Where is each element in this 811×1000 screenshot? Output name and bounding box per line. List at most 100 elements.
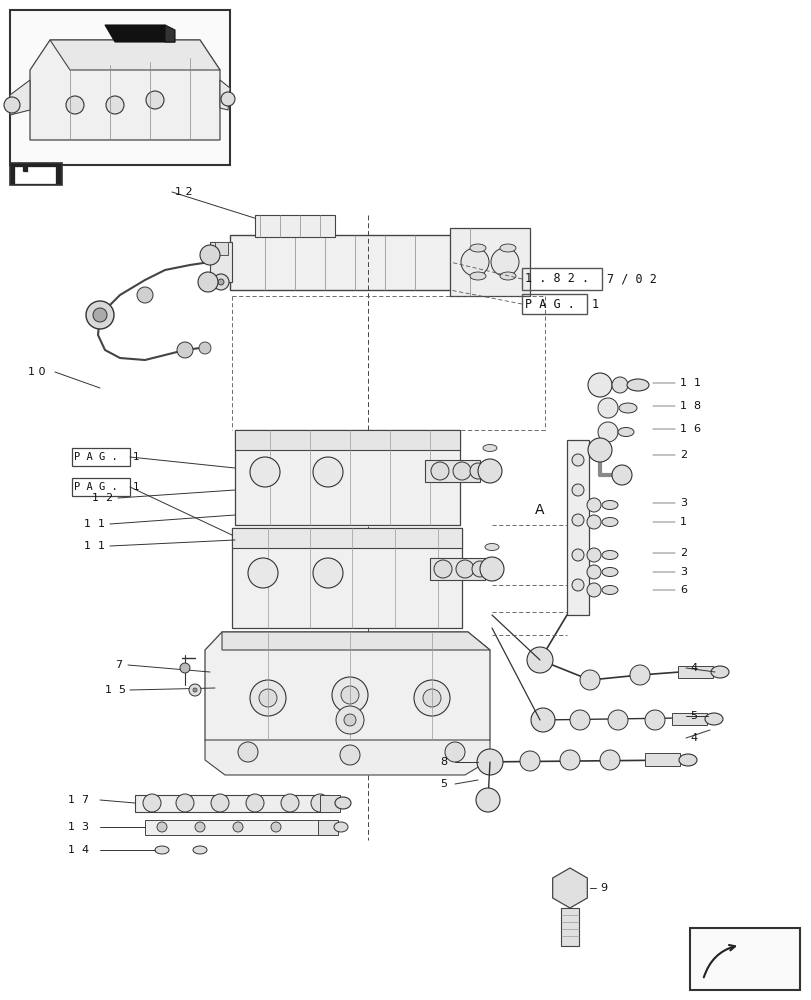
Text: 6: 6 <box>679 585 686 595</box>
Polygon shape <box>234 430 460 450</box>
Polygon shape <box>204 740 489 775</box>
Circle shape <box>414 680 449 716</box>
Ellipse shape <box>678 754 696 766</box>
Circle shape <box>137 287 152 303</box>
Circle shape <box>238 742 258 762</box>
Bar <box>230 235 479 290</box>
Ellipse shape <box>601 518 617 526</box>
Circle shape <box>4 97 20 113</box>
Ellipse shape <box>333 822 348 832</box>
Text: 1: 1 <box>133 452 139 462</box>
Bar <box>10 10 230 165</box>
Circle shape <box>586 548 600 562</box>
Circle shape <box>453 462 470 480</box>
Text: P A G .: P A G . <box>74 452 118 462</box>
Circle shape <box>217 279 224 285</box>
Ellipse shape <box>470 244 486 252</box>
Circle shape <box>344 714 355 726</box>
Ellipse shape <box>484 544 499 550</box>
Circle shape <box>312 457 342 487</box>
Bar <box>234 430 460 525</box>
Bar <box>677 666 712 678</box>
Text: 1  2: 1 2 <box>92 493 113 503</box>
Circle shape <box>157 822 167 832</box>
Circle shape <box>336 706 363 734</box>
Polygon shape <box>215 242 228 255</box>
Circle shape <box>571 484 583 496</box>
Circle shape <box>66 96 84 114</box>
Circle shape <box>599 750 620 770</box>
Ellipse shape <box>483 444 496 452</box>
Text: P A G .: P A G . <box>525 298 574 310</box>
Bar <box>424 460 479 482</box>
Circle shape <box>180 663 190 673</box>
Text: 7: 7 <box>115 660 122 670</box>
Polygon shape <box>15 167 55 183</box>
Circle shape <box>198 272 217 292</box>
Circle shape <box>491 248 518 276</box>
Ellipse shape <box>601 500 617 510</box>
Circle shape <box>571 579 583 591</box>
Text: 1  3: 1 3 <box>68 822 89 832</box>
Ellipse shape <box>500 244 515 252</box>
Text: 2: 2 <box>679 450 686 460</box>
Polygon shape <box>552 868 586 908</box>
Ellipse shape <box>626 379 648 391</box>
Ellipse shape <box>470 272 486 280</box>
Circle shape <box>629 665 649 685</box>
Circle shape <box>586 565 600 579</box>
Text: 5: 5 <box>689 711 696 721</box>
Text: 9: 9 <box>599 883 607 893</box>
Polygon shape <box>50 40 220 70</box>
Text: P A G .: P A G . <box>74 482 118 492</box>
Polygon shape <box>30 40 220 140</box>
Circle shape <box>250 680 285 716</box>
Text: 1  4: 1 4 <box>68 845 89 855</box>
Bar <box>560 908 578 946</box>
Ellipse shape <box>193 846 207 854</box>
Ellipse shape <box>710 666 728 678</box>
Ellipse shape <box>155 846 169 854</box>
Circle shape <box>86 301 114 329</box>
Circle shape <box>519 751 539 771</box>
Text: 3: 3 <box>679 498 686 508</box>
Circle shape <box>569 710 590 730</box>
Circle shape <box>470 463 486 479</box>
Circle shape <box>456 560 474 578</box>
Circle shape <box>423 689 440 707</box>
Circle shape <box>199 342 211 354</box>
Ellipse shape <box>335 797 350 809</box>
Ellipse shape <box>704 713 722 725</box>
Circle shape <box>211 794 229 812</box>
Text: 1: 1 <box>133 482 139 492</box>
Circle shape <box>177 342 193 358</box>
Circle shape <box>271 822 281 832</box>
Circle shape <box>479 557 504 581</box>
Text: 1 2: 1 2 <box>175 187 192 197</box>
Polygon shape <box>145 820 320 835</box>
Circle shape <box>250 457 280 487</box>
Circle shape <box>246 794 264 812</box>
Circle shape <box>560 750 579 770</box>
Circle shape <box>189 684 201 696</box>
Polygon shape <box>135 795 329 812</box>
Polygon shape <box>320 795 340 812</box>
Circle shape <box>193 688 197 692</box>
Ellipse shape <box>500 272 515 280</box>
Polygon shape <box>204 632 489 755</box>
Circle shape <box>341 686 358 704</box>
Circle shape <box>586 498 600 512</box>
Circle shape <box>587 373 611 397</box>
Text: 2: 2 <box>679 548 686 558</box>
Circle shape <box>311 794 328 812</box>
Circle shape <box>200 245 220 265</box>
Circle shape <box>475 788 500 812</box>
Circle shape <box>212 274 229 290</box>
Text: A: A <box>534 503 544 517</box>
Polygon shape <box>232 528 461 548</box>
Circle shape <box>146 91 164 109</box>
Polygon shape <box>220 80 230 110</box>
Bar <box>72 478 130 496</box>
Circle shape <box>431 462 448 480</box>
Circle shape <box>571 454 583 466</box>
